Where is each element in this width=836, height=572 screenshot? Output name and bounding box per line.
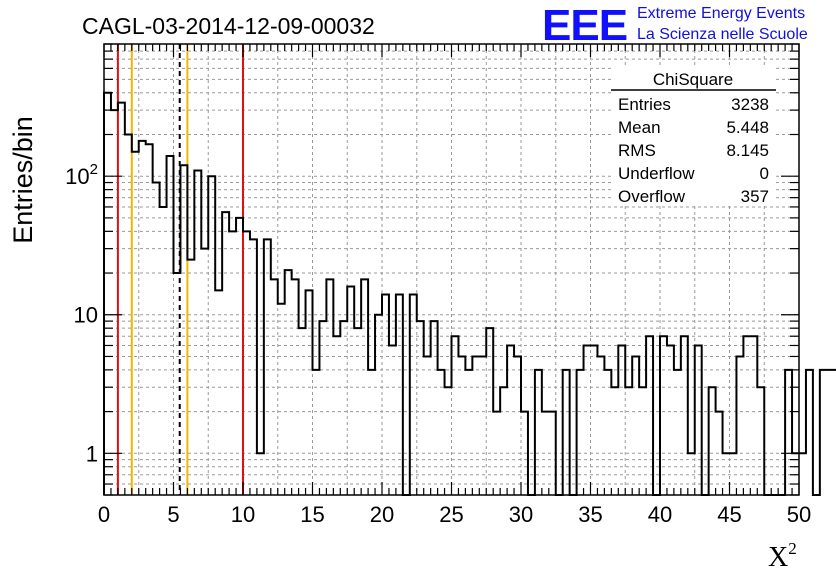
chart-title: CAGL-03-2014-12-09-00032 <box>82 13 375 39</box>
stats-row-label: Overflow <box>618 187 686 206</box>
eee-logo-mark: EEE <box>542 1 627 50</box>
stats-row-value: 5.448 <box>726 118 769 137</box>
stats-row-label: RMS <box>618 141 656 160</box>
x-tick-label: 40 <box>648 502 672 527</box>
x-tick-label: 35 <box>578 502 602 527</box>
eee-logo-line1: Extreme Energy Events <box>637 5 805 22</box>
eee-logo: EEE Extreme Energy Events La Scienza nel… <box>542 1 808 50</box>
x-axis-label-superscript: 2 <box>788 539 797 558</box>
x-tick-label: 25 <box>439 502 463 527</box>
x-tick-label: 0 <box>98 502 110 527</box>
stats-row-value: 357 <box>741 187 769 206</box>
stats-row-value: 8.145 <box>726 141 769 160</box>
x-tick-label: 15 <box>300 502 324 527</box>
stats-row-value: 3238 <box>731 95 769 114</box>
y-axis-label: Entries/bin <box>8 116 38 244</box>
x-tick-label: 45 <box>717 502 741 527</box>
y-tick-label-base: 1 <box>86 441 98 466</box>
histogram-outline <box>103 91 836 496</box>
eee-logo-line2: La Scienza nelle Scuole <box>637 26 808 43</box>
x-tick-label: 10 <box>231 502 255 527</box>
y-tick-label: 10 <box>74 303 98 328</box>
x-axis-label-symbol: X <box>768 542 788 572</box>
x-axis-label: X2 <box>768 539 797 572</box>
stats-row-label: Mean <box>618 118 661 137</box>
stats-row-label: Underflow <box>618 164 695 183</box>
stats-row-value: 0 <box>760 164 769 183</box>
x-tick-label: 30 <box>509 502 533 527</box>
stats-box-title: ChiSquare <box>653 70 733 89</box>
x-tick-label: 20 <box>370 502 394 527</box>
y-tick-label-exponent: 2 <box>90 161 98 178</box>
stats-row-label: Entries <box>618 95 671 114</box>
y-tick-label: 1 <box>86 441 98 466</box>
stats-box: ChiSquare Entries 3238 Mean 5.448 RMS 8.145 Un… <box>611 66 776 206</box>
y-tick-label: 102 <box>65 161 98 189</box>
grid <box>104 43 799 496</box>
x-tick-label: 5 <box>167 502 179 527</box>
y-tick-label-base: 10 <box>65 164 89 189</box>
x-tick-label: 50 <box>787 502 811 527</box>
y-tick-label-base: 10 <box>74 303 98 328</box>
